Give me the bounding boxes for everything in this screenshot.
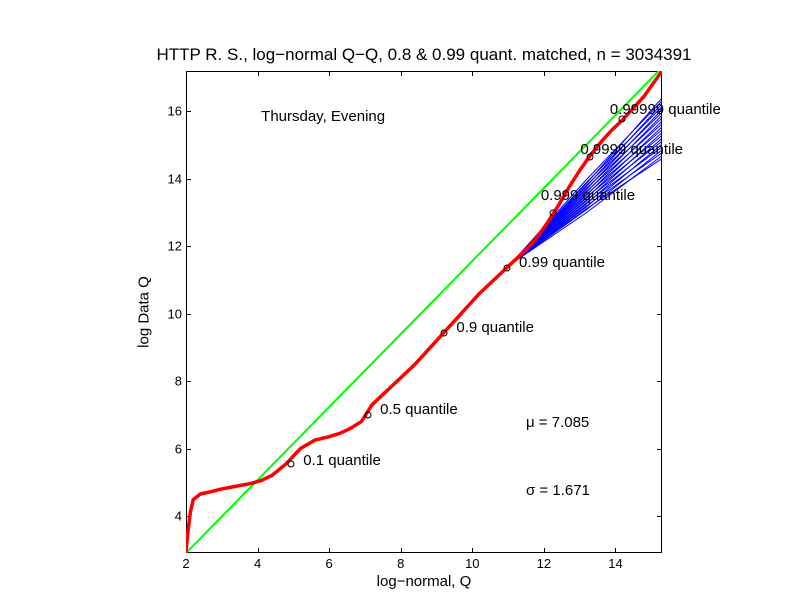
quantile-marker <box>288 460 295 467</box>
annotation-text: σ = 1.671 <box>526 482 590 499</box>
quantile-marker <box>549 209 556 216</box>
quantile-label: 0.9 quantile <box>456 319 534 336</box>
quantile-label: 0.999 quantile <box>541 187 635 204</box>
quantile-label: 0.99 quantile <box>519 254 605 271</box>
quantile-marker <box>504 265 511 272</box>
quantile-label: 0.1 quantile <box>303 452 381 469</box>
quantile-marker <box>441 330 448 337</box>
quantile-label: 0.99999 quantile <box>610 101 721 118</box>
plot-svg <box>0 0 792 612</box>
quantile-label: 0.9999 quantile <box>580 141 683 158</box>
annotation-text: μ = 7.085 <box>526 414 589 431</box>
quantile-label: 0.5 quantile <box>380 401 458 418</box>
quantile-marker <box>365 411 372 418</box>
annotation-text: Thursday, Evening <box>261 108 385 125</box>
